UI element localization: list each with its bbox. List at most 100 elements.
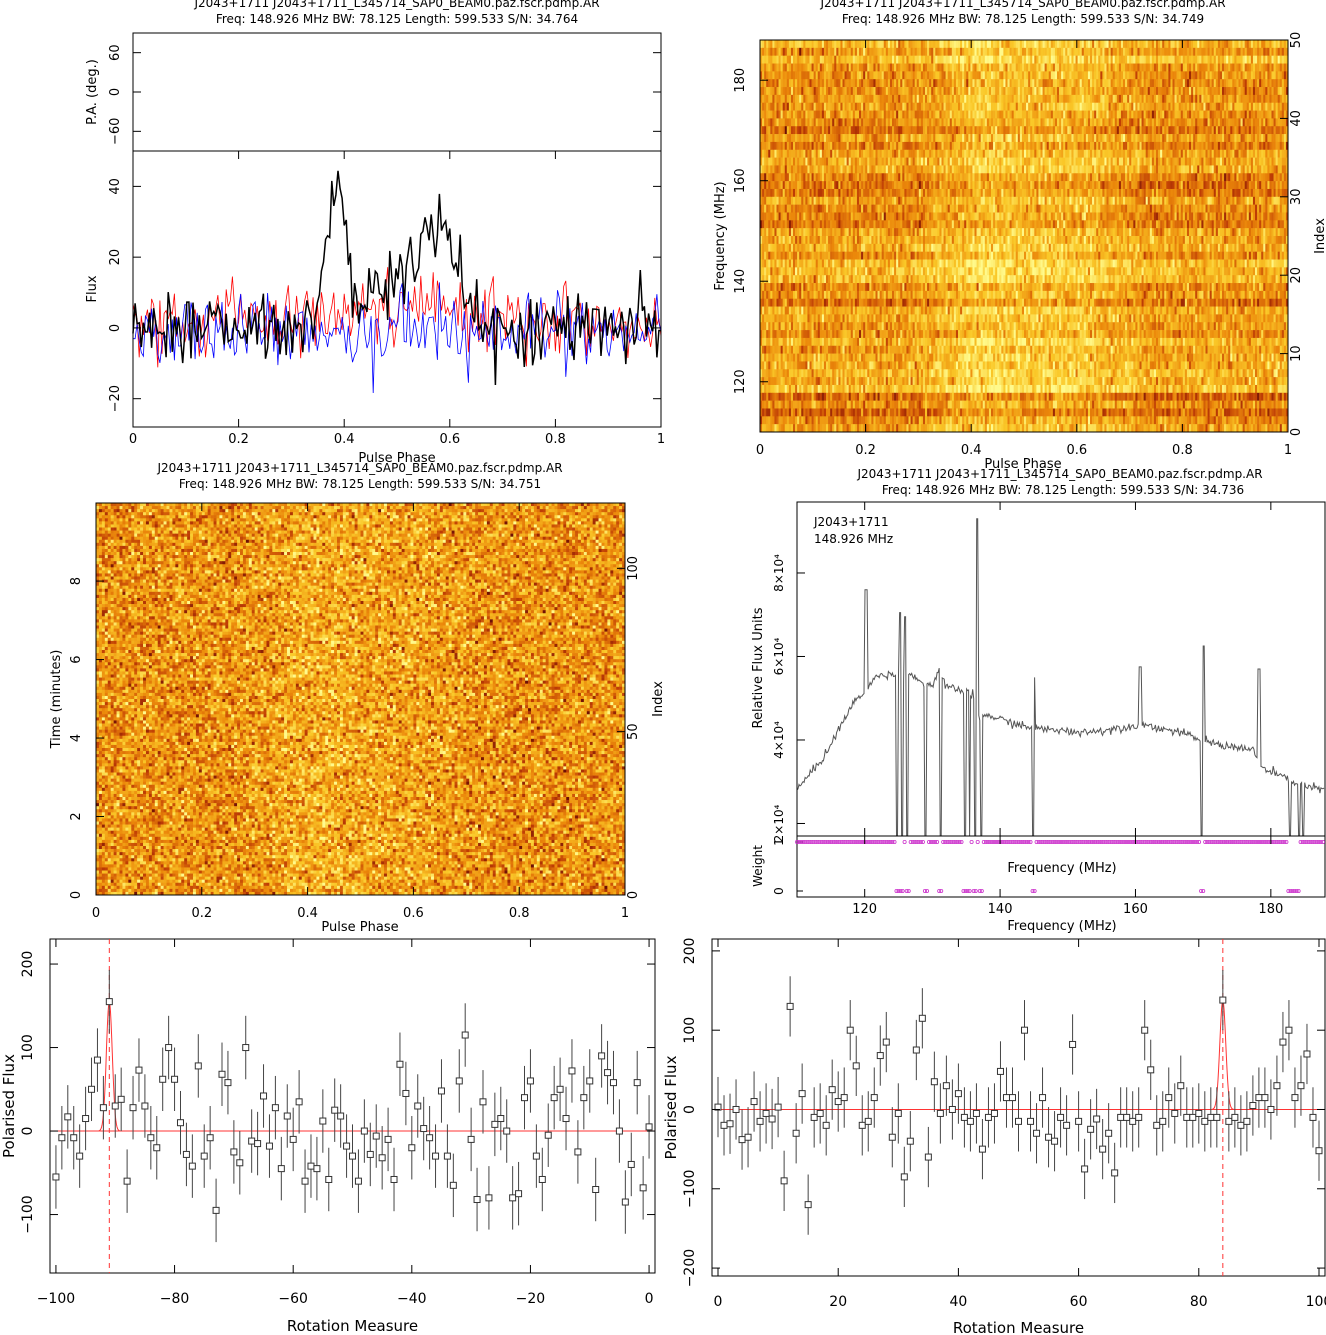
- freqphase-cell: [1203, 87, 1205, 95]
- freqphase-cell: [1032, 173, 1034, 181]
- freqphase-cell: [1107, 95, 1109, 103]
- freqphase-cell: [1189, 181, 1191, 189]
- freqphase-cell: [1251, 95, 1253, 103]
- freqphase-cell: [855, 48, 857, 56]
- freqphase-cell: [770, 165, 772, 173]
- freqphase-cell: [1012, 56, 1014, 64]
- freqphase-cell: [915, 103, 917, 111]
- freqphase-cell: [1214, 134, 1216, 142]
- freqphase-cell: [968, 71, 970, 79]
- freqphase-cell: [803, 79, 805, 87]
- freqphase-cell: [1123, 181, 1125, 189]
- freqphase-cell: [902, 126, 904, 134]
- freqphase-cell: [774, 181, 776, 189]
- freqphase-cell: [865, 126, 867, 134]
- freqphase-cell: [816, 134, 818, 142]
- freqphase-cell: [921, 150, 923, 158]
- freqphase-cell: [1218, 181, 1220, 189]
- freqphase-cell: [1082, 64, 1084, 72]
- freqphase-cell: [812, 118, 814, 126]
- freqphase-cell: [917, 150, 919, 158]
- freqphase-cell: [1123, 126, 1125, 134]
- freqphase-cell: [1222, 173, 1224, 181]
- freqphase-cell: [1158, 150, 1160, 158]
- freqphase-cell: [1255, 158, 1257, 166]
- freqphase-cell: [970, 126, 972, 134]
- freqphase-cell: [1255, 134, 1257, 142]
- freqphase-cell: [1278, 158, 1280, 166]
- freqphase-cell: [1113, 56, 1115, 64]
- freqphase-cell: [958, 103, 960, 111]
- freqphase-cell: [1179, 40, 1181, 48]
- freqphase-cell: [1018, 48, 1020, 56]
- freqphase-cell: [793, 181, 795, 189]
- freqphase-cell: [1255, 173, 1257, 181]
- freqphase-cell: [851, 64, 853, 72]
- freqphase-cell: [1055, 134, 1057, 142]
- freqphase-cell: [1181, 118, 1183, 126]
- freqphase-cell: [1005, 103, 1007, 111]
- freqphase-cell: [880, 189, 882, 197]
- freqphase-cell: [1001, 56, 1003, 64]
- freqphase-cell: [1020, 111, 1022, 119]
- freqphase-cell: [1206, 87, 1208, 95]
- freqphase-cell: [904, 142, 906, 150]
- freqphase-cell: [843, 95, 845, 103]
- freqphase-cell: [1003, 95, 1005, 103]
- freqphase-cell: [1104, 173, 1106, 181]
- freqphase-cell: [1041, 118, 1043, 126]
- freqphase-cell: [989, 40, 991, 48]
- freqphase-cell: [789, 165, 791, 173]
- freqphase-cell: [925, 150, 927, 158]
- freqphase-cell: [1098, 56, 1100, 64]
- freqphase-cell: [923, 173, 925, 181]
- freqphase-cell: [1179, 126, 1181, 134]
- freqphase-cell: [1016, 40, 1018, 48]
- freqphase-cell: [1203, 165, 1205, 173]
- freqphase-cell: [828, 48, 830, 56]
- freqphase-cell: [1164, 158, 1166, 166]
- freqphase-cell: [958, 64, 960, 72]
- freqphase-cell: [783, 48, 785, 56]
- freqphase-cell: [863, 56, 865, 64]
- freqphase-cell: [1063, 79, 1065, 87]
- freqphase-cell: [977, 56, 979, 64]
- freqphase-cell: [1008, 150, 1010, 158]
- freqphase-cell: [1047, 118, 1049, 126]
- freqphase-cell: [873, 173, 875, 181]
- freqphase-cell: [902, 87, 904, 95]
- freqphase-cell: [1152, 56, 1154, 64]
- freqphase-cell: [803, 48, 805, 56]
- freqphase-cell: [966, 181, 968, 189]
- freqphase-cell: [1212, 173, 1214, 181]
- freqphase-cell: [1259, 111, 1261, 119]
- freqphase-cell: [1206, 79, 1208, 87]
- freqphase-cell: [766, 40, 768, 48]
- freqphase-cell: [1078, 134, 1080, 142]
- freqphase-cell: [838, 71, 840, 79]
- freqphase-cell: [1236, 71, 1238, 79]
- freqphase-cell: [853, 111, 855, 119]
- freqphase-cell: [1117, 126, 1119, 134]
- freqphase-cell: [847, 165, 849, 173]
- freqphase-cell: [1146, 40, 1148, 48]
- freqphase-cell: [896, 173, 898, 181]
- freqphase-cell: [824, 118, 826, 126]
- freqphase-cell: [847, 173, 849, 181]
- freqphase-cell: [1232, 71, 1234, 79]
- freqphase-cell: [816, 111, 818, 119]
- freqphase-cell: [956, 64, 958, 72]
- freqphase-cell: [966, 118, 968, 126]
- freqphase-cell: [1012, 150, 1014, 158]
- freqphase-cell: [779, 118, 781, 126]
- freqphase-cell: [979, 134, 981, 142]
- freqphase-cell: [1267, 181, 1269, 189]
- freqphase-cell: [952, 158, 954, 166]
- freqphase-cell: [789, 126, 791, 134]
- freqphase-cell: [886, 158, 888, 166]
- freqphase-cell: [762, 71, 764, 79]
- freqphase-cell: [1032, 134, 1034, 142]
- freqphase-cell: [1164, 40, 1166, 48]
- freqphase-cell: [923, 126, 925, 134]
- freqphase-cell: [1071, 103, 1073, 111]
